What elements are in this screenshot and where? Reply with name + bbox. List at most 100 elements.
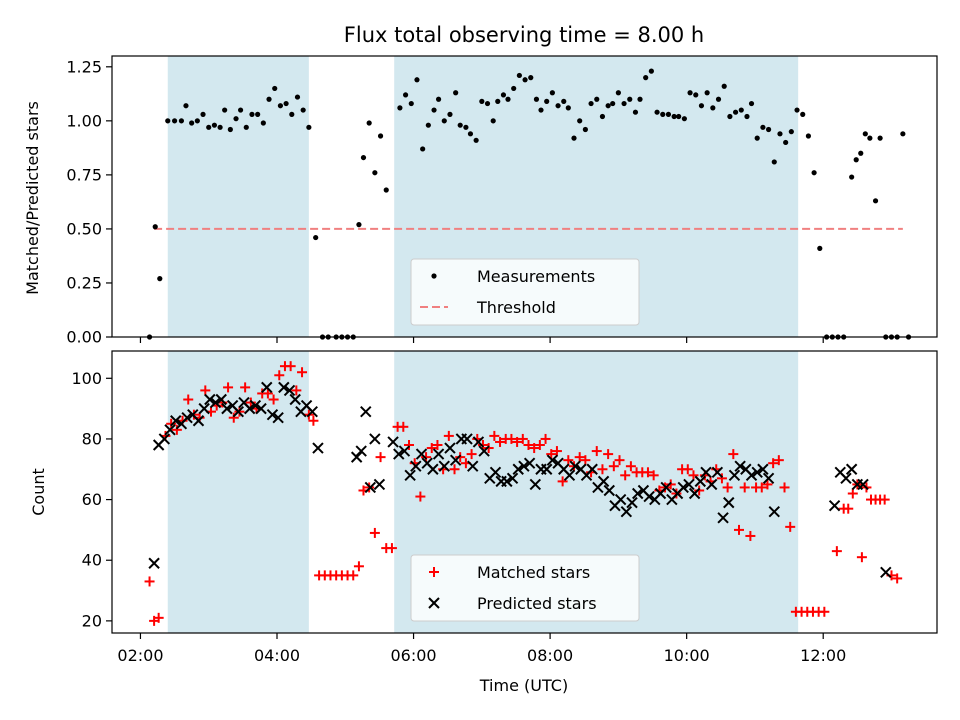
- measurement-point: [648, 68, 654, 74]
- measurement-point: [760, 124, 766, 130]
- bottom-y-tick-label: 20: [82, 611, 102, 630]
- matched-star-marker: [240, 382, 251, 393]
- predicted-star-marker-b: [540, 463, 553, 475]
- legend-key-measurements: [431, 273, 437, 279]
- predicted-star-marker-b: [717, 512, 729, 524]
- measurement-point: [366, 120, 372, 126]
- predicted-star-marker-b: [688, 487, 701, 500]
- predicted-star-marker: [518, 460, 530, 472]
- predicted-star-marker-b: [415, 448, 428, 460]
- predicted-star-marker: [643, 490, 655, 503]
- measurement-point: [377, 133, 384, 139]
- predicted-star-marker-b: [306, 405, 318, 418]
- matched-star-marker: [375, 452, 386, 463]
- predicted-star-marker: [209, 396, 222, 409]
- predicted-star-marker: [272, 412, 284, 424]
- measurement-point: [817, 245, 823, 251]
- measurement-point: [754, 135, 760, 141]
- top-panel: 0.00 0.25 0.50 0.75 1.00 1.25 Measurements Thre…: [66, 55, 938, 347]
- measurement-point: [425, 122, 431, 128]
- predicted-star-marker-b: [373, 478, 386, 491]
- predicted-star-marker: [688, 487, 701, 500]
- matched-star-marker: [831, 546, 842, 557]
- measurement-point: [420, 146, 426, 152]
- measurement-point: [431, 107, 437, 113]
- predicted-star-marker: [266, 408, 279, 421]
- predicted-star-marker-b: [711, 466, 724, 478]
- matched-star-marker: [819, 606, 830, 617]
- matched-star-marker: [274, 370, 285, 381]
- predicted-star-marker-b: [512, 463, 524, 475]
- predicted-star-marker-b: [478, 445, 490, 457]
- predicted-star-marker-b: [723, 496, 735, 509]
- predicted-star-marker-b: [215, 393, 227, 406]
- predicted-star-marker: [215, 393, 227, 406]
- predicted-star-marker: [828, 499, 841, 512]
- predicted-star-marker-b: [449, 454, 462, 466]
- predicted-star-marker: [364, 481, 377, 494]
- predicted-star-marker-b: [694, 475, 707, 488]
- x-tick-label: 02:00: [117, 646, 163, 665]
- matched-star-marker: [614, 455, 625, 466]
- measurement-point: [877, 135, 883, 141]
- top-axes-frame: [111, 55, 938, 338]
- predicted-star-marker: [694, 475, 707, 488]
- predicted-star-marker: [762, 472, 775, 485]
- legend-label: Threshold: [476, 298, 556, 317]
- matched-star-marker: [228, 412, 239, 423]
- bottom-panel: 20 40 60 80 100 02:00 04:00 06:00 08:00 10:00 12:0…: [71, 350, 938, 665]
- matched-star-marker: [285, 361, 296, 372]
- measurement-point: [794, 107, 800, 113]
- predicted-star-marker: [249, 399, 262, 412]
- predicted-star-marker: [221, 402, 233, 415]
- predicted-star-marker-b: [569, 460, 581, 472]
- measurement-point: [621, 100, 627, 107]
- measurement-point: [441, 118, 447, 124]
- top-y-tick-label: 0.00: [66, 328, 102, 347]
- predicted-star-marker-b: [232, 405, 245, 418]
- predicted-star-marker-b: [518, 460, 530, 472]
- predicted-star-marker-b: [369, 433, 381, 445]
- measurement-point: [500, 92, 507, 98]
- measurement-point: [260, 120, 266, 126]
- measurement-point: [463, 124, 469, 130]
- predicted-star-marker-b: [506, 472, 519, 485]
- legend-label: Matched stars: [477, 563, 590, 582]
- predicted-star-marker: [501, 475, 513, 488]
- predicted-star-marker-b: [164, 424, 176, 436]
- predicted-star-marker: [232, 405, 245, 418]
- matched-star-marker: [523, 440, 534, 450]
- predicted-star-marker-b: [597, 475, 610, 488]
- matched-star-marker: [603, 449, 614, 460]
- measurement-point: [721, 83, 727, 89]
- measurement-point: [544, 98, 550, 104]
- matched-star-marker: [534, 440, 545, 450]
- measurement-point: [313, 234, 319, 241]
- measurement-point: [872, 198, 879, 204]
- measurement-point: [408, 100, 414, 107]
- predicted-star-marker: [410, 460, 422, 472]
- matched-star-marker: [308, 415, 319, 426]
- predicted-star-marker: [845, 463, 858, 475]
- measurement-point: [665, 111, 672, 117]
- predicted-star-marker: [563, 469, 576, 482]
- predicted-star-marker: [438, 460, 450, 472]
- predicted-star-marker: [306, 405, 318, 418]
- predicted-star-marker: [734, 460, 746, 472]
- measurement-point: [681, 116, 687, 122]
- predicted-star-marker: [312, 442, 324, 454]
- predicted-star-marker: [164, 424, 176, 436]
- measurement-point: [516, 72, 522, 79]
- predicted-star-marker-b: [546, 454, 559, 466]
- matched-star-marker: [739, 482, 750, 493]
- measurement-point: [435, 96, 442, 102]
- measurement-point: [383, 187, 389, 193]
- predicted-star-marker-b: [489, 466, 502, 478]
- measurement-point: [632, 109, 639, 115]
- measurement-point: [505, 96, 511, 102]
- measurement-point: [765, 126, 772, 133]
- legend-frame: [410, 258, 640, 326]
- bottom-y-tick-label: 60: [82, 490, 102, 509]
- measurement-point: [533, 96, 540, 102]
